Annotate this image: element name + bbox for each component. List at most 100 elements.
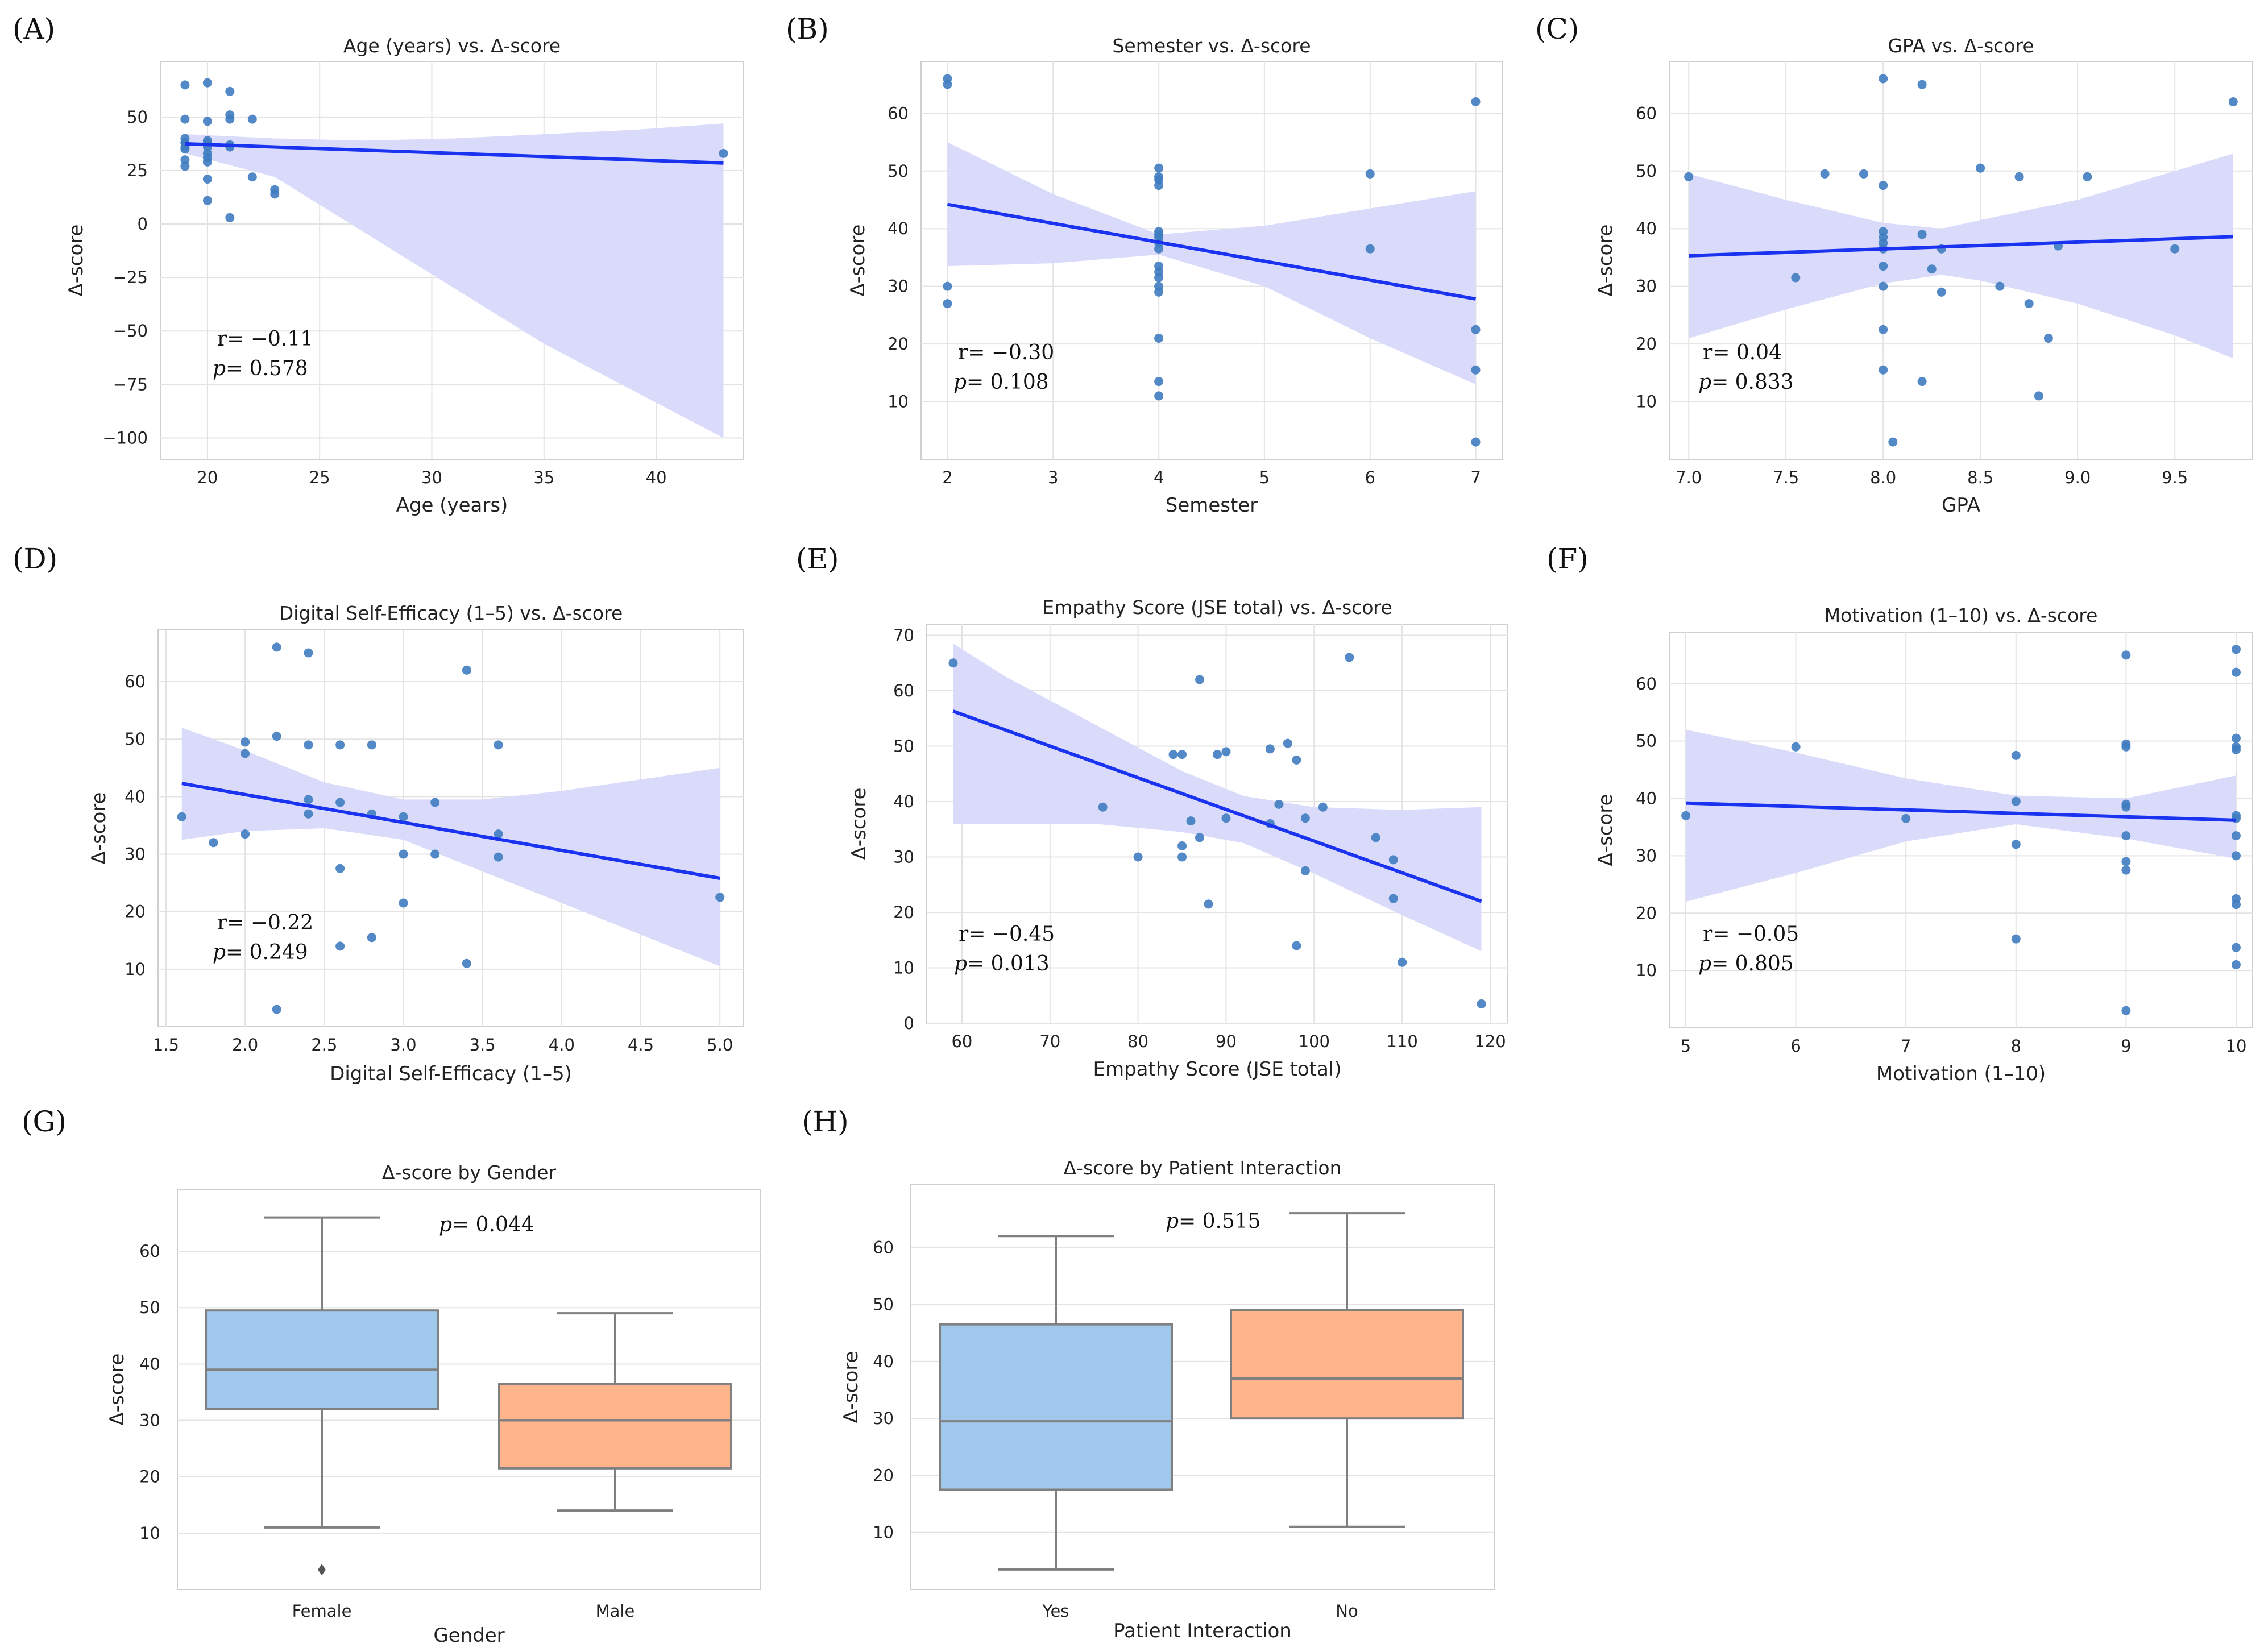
data-point [2170,244,2180,254]
p-symbol: p [954,952,967,976]
x-tick-label: 3 [1048,468,1058,487]
data-point [430,798,440,807]
p-number: = 0.833 [1711,371,1794,394]
x-tick-label: 20 [197,468,218,487]
data-point [1937,287,1946,297]
box-male [498,1383,732,1470]
x-tick-label: 5 [1681,1036,1691,1056]
confidence-band [185,123,724,438]
data-point [1371,833,1380,842]
regression-line [181,782,720,880]
y-tick-label: −50 [113,321,148,341]
x-tick-label: 6 [1365,468,1375,487]
regression-line [947,202,1477,301]
data-point [209,838,218,848]
p-symbol: p [953,371,967,394]
data-point [1318,802,1328,812]
x-tick-label: 9.0 [2064,468,2091,487]
x-tick-label: 5 [1259,468,1270,487]
y-tick-label: 20 [139,1467,160,1487]
data-point [1221,813,1231,823]
x-tick-label: No [1336,1601,1358,1621]
data-point [1168,750,1178,759]
x-axis-label: Digital Self-Efficacy (1–5) [330,1062,572,1085]
y-tick-label: 40 [873,1352,894,1371]
x-tick-label: 6 [1790,1036,1801,1056]
x-axis-label: Semester [1166,494,1258,517]
x-tick-label: 110 [1387,1032,1418,1051]
regression-line [1689,235,2233,258]
p-value: p= 0.578 [213,357,308,380]
data-point [1477,999,1486,1008]
p-value: p= 0.108 [953,371,1049,394]
y-tick-label: 60 [1636,674,1657,694]
panel-f: (F) Motivation (1–10) vs. Δ-score Motivati… [1546,542,2253,1085]
data-point [2121,857,2131,866]
y-tick-label: 10 [893,958,914,978]
data-point [1365,169,1375,179]
data-point [462,665,471,675]
x-axis-label: GPA [1942,494,1980,517]
data-point [1186,816,1196,826]
data-point [1204,899,1213,909]
data-point [272,732,281,741]
data-point [304,740,313,750]
data-point [2011,840,2021,849]
data-point [1879,281,1888,291]
data-point [1195,675,1205,684]
data-point [2121,865,2131,875]
data-point [494,740,503,750]
data-point [1791,273,1801,283]
data-point [1471,437,1481,447]
y-tick-label: 0 [904,1014,914,1033]
p-number: = 0.249 [226,941,308,964]
data-point [2083,172,2092,181]
data-point [1995,281,2005,291]
p-value: p= 0.044 [439,1213,534,1236]
data-point [225,114,235,124]
p-value: p= 0.515 [1166,1210,1261,1233]
panel-d: (D) Digital Self-Efficacy (1–5) vs. Δ-sco… [13,542,744,1085]
data-point [1221,747,1231,757]
x-tick-label: 8 [2011,1036,2021,1056]
y-tick-label: 10 [873,1523,894,1542]
y-tick-label: 10 [888,392,909,412]
data-point [367,933,376,943]
data-point [1300,813,1310,823]
p-number: = 0.578 [226,357,308,380]
data-point [430,849,440,859]
y-tick-label: 60 [893,681,914,700]
y-tick-label: 0 [138,214,148,234]
data-point [943,281,952,291]
panel-c: (C) GPA vs. Δ-score GPA Δ-score 7.0 7.5 8.0 8.5… [1535,13,2253,517]
data-point [1283,738,1292,748]
y-tick-label: 40 [893,792,914,811]
panel-label: (C) [1535,13,1579,45]
x-axis-label: Empathy Score (JSE total) [1093,1058,1341,1081]
data-point [948,658,958,668]
data-point [943,80,952,89]
y-tick-label: 20 [1636,334,1657,354]
data-point [1154,181,1164,190]
data-point [1927,264,1937,274]
x-tick-label: 8.5 [1967,468,1993,487]
data-point [2014,172,2024,181]
data-point [1177,841,1187,850]
data-point [335,941,345,951]
data-point [1879,74,1888,84]
y-tick-label: 50 [873,1295,894,1314]
panel-label: (G) [22,1105,67,1138]
y-tick-label: 60 [888,103,909,123]
data-point [2011,934,2021,944]
data-point [399,898,408,908]
data-point [2121,831,2131,841]
data-point [1154,391,1164,401]
y-tick-label: 50 [125,729,146,749]
p-symbol: p [439,1213,452,1236]
data-point [1154,244,1164,254]
y-tick-label: 30 [1636,277,1657,296]
y-axis-label: Δ-score [847,225,869,297]
data-point [1274,799,1284,809]
p-number: = 0.044 [452,1213,534,1236]
data-point [1345,653,1354,662]
